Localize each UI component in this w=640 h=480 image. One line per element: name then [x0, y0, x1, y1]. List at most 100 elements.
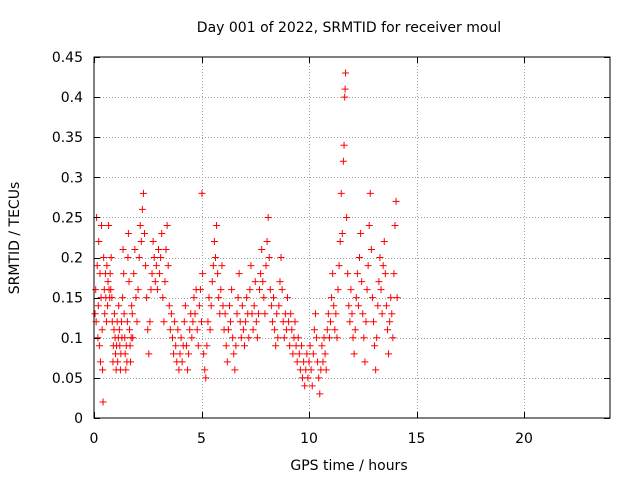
data-point — [358, 278, 366, 286]
x-tick-label: 15 — [408, 431, 426, 447]
data-point — [284, 294, 291, 302]
data-point — [274, 334, 282, 342]
data-point — [149, 238, 157, 246]
data-point — [228, 286, 236, 294]
data-point — [260, 294, 268, 302]
data-point — [194, 342, 202, 350]
x-axis: 0 5 10 15 20 — [90, 57, 533, 447]
data-point — [291, 318, 299, 326]
data-point — [245, 334, 253, 342]
data-point — [342, 69, 350, 77]
data-point — [199, 270, 207, 278]
data-point — [389, 334, 397, 342]
data-point — [253, 334, 261, 342]
data-point — [200, 350, 208, 358]
data-point — [378, 310, 386, 318]
y-tick-label: 0.4 — [61, 90, 83, 106]
data-point — [125, 278, 133, 286]
data-point — [354, 302, 362, 310]
data-point — [303, 350, 311, 358]
data-point — [387, 294, 395, 302]
data-point — [204, 318, 212, 326]
data-point — [331, 326, 339, 334]
data-point — [346, 318, 354, 326]
data-point — [130, 270, 138, 278]
data-points — [91, 69, 401, 406]
data-point — [315, 374, 323, 382]
data-point — [141, 229, 149, 237]
data-point — [391, 221, 399, 229]
data-point — [206, 326, 214, 334]
grid — [94, 57, 610, 418]
data-point — [335, 262, 343, 270]
data-point — [174, 326, 182, 334]
data-point — [155, 246, 162, 254]
data-point — [223, 358, 231, 366]
data-point — [332, 310, 340, 318]
data-point — [104, 278, 112, 286]
data-point — [230, 350, 238, 358]
data-point — [193, 326, 201, 334]
data-point — [191, 310, 199, 318]
data-point — [327, 318, 334, 326]
data-point — [160, 318, 168, 326]
data-point — [145, 350, 153, 358]
data-point — [209, 262, 217, 270]
data-point — [325, 334, 333, 342]
data-point — [202, 374, 210, 382]
data-point — [361, 358, 369, 366]
data-point — [275, 302, 283, 310]
data-point — [258, 246, 266, 254]
data-point — [190, 294, 198, 302]
data-point — [205, 294, 213, 302]
data-point — [99, 366, 107, 374]
plot-frame — [93, 56, 611, 419]
data-point — [311, 310, 319, 318]
data-point — [328, 294, 336, 302]
x-tick-label: 20 — [515, 431, 533, 447]
data-point — [180, 318, 188, 326]
data-point — [225, 302, 233, 310]
data-point — [142, 262, 150, 270]
data-point — [270, 294, 278, 302]
data-point — [336, 238, 344, 246]
data-point — [214, 270, 222, 278]
data-point — [131, 246, 139, 254]
data-point — [119, 246, 127, 254]
data-point — [106, 270, 114, 278]
data-point — [257, 270, 265, 278]
data-point — [148, 270, 156, 278]
data-point — [376, 254, 384, 262]
data-point — [121, 350, 129, 358]
data-point — [237, 334, 245, 342]
data-point — [383, 326, 391, 334]
data-point — [276, 278, 284, 286]
data-point — [265, 254, 273, 262]
data-point — [273, 310, 281, 318]
data-point — [156, 270, 164, 278]
data-point — [263, 238, 271, 246]
data-point — [120, 310, 128, 318]
data-point — [124, 254, 132, 262]
data-point — [152, 262, 160, 270]
data-point — [351, 326, 359, 334]
data-point — [268, 318, 276, 326]
data-point — [203, 342, 211, 350]
x-tick-label: 0 — [90, 431, 99, 447]
data-point — [252, 318, 260, 326]
data-point — [171, 318, 179, 326]
data-point — [147, 286, 155, 294]
y-tick-label: 0.05 — [52, 371, 83, 387]
data-point — [313, 334, 321, 342]
data-point — [133, 318, 141, 326]
data-point — [285, 318, 293, 326]
data-point — [132, 294, 140, 302]
data-point — [229, 334, 237, 342]
data-point — [371, 342, 379, 350]
data-point — [104, 302, 112, 310]
y-tick-label: 0 — [74, 411, 83, 427]
y-axis: 0 0.05 0.1 0.15 0.2 0.25 0.3 0.35 0.4 0.45 — [52, 50, 610, 427]
data-point — [101, 310, 109, 318]
data-point — [340, 141, 348, 149]
